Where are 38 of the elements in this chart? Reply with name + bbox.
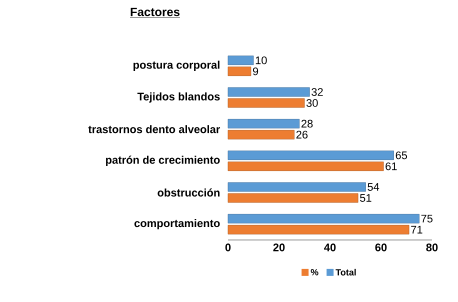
y-tick-label: comportamiento xyxy=(134,219,220,230)
x-tick-label: 60 xyxy=(375,244,387,252)
data-label: 51 xyxy=(360,194,372,202)
y-tick-label: patrón de crecimiento xyxy=(106,156,220,166)
bar xyxy=(228,56,254,66)
legend-label: % xyxy=(310,269,318,276)
bar xyxy=(228,193,358,203)
data-label: 26 xyxy=(296,130,308,139)
legend-label: Total xyxy=(336,268,356,276)
bar xyxy=(228,150,394,160)
data-label: 65 xyxy=(396,151,408,160)
data-label: 32 xyxy=(312,88,323,96)
bar xyxy=(228,87,310,97)
data-label: 75 xyxy=(421,214,433,222)
y-tick-label: Tejidos blandos xyxy=(137,92,220,103)
x-tick-label: 20 xyxy=(273,244,285,252)
y-tick-label: trastornos dento alveolar xyxy=(88,125,220,134)
bar xyxy=(228,118,300,128)
bar xyxy=(228,130,294,140)
chart-title: Factores xyxy=(130,8,180,16)
x-tick-label: 80 xyxy=(426,244,438,252)
bar xyxy=(228,214,420,224)
data-label: 61 xyxy=(386,162,397,170)
y-tick-label: postura corporal xyxy=(134,60,220,71)
data-label: 28 xyxy=(301,120,313,128)
bar xyxy=(228,182,366,192)
bar xyxy=(228,98,305,108)
data-label: 10 xyxy=(256,56,267,64)
y-tick-label: obstrucción xyxy=(158,188,220,197)
x-tick-label: 0 xyxy=(225,244,231,252)
bar xyxy=(228,162,384,172)
bar xyxy=(228,224,410,234)
x-tick-label: 40 xyxy=(324,244,336,252)
data-label: 9 xyxy=(253,67,258,76)
data-label: 54 xyxy=(368,183,380,191)
data-label: 30 xyxy=(306,99,318,107)
data-label: 71 xyxy=(411,226,422,234)
bar xyxy=(228,66,252,76)
